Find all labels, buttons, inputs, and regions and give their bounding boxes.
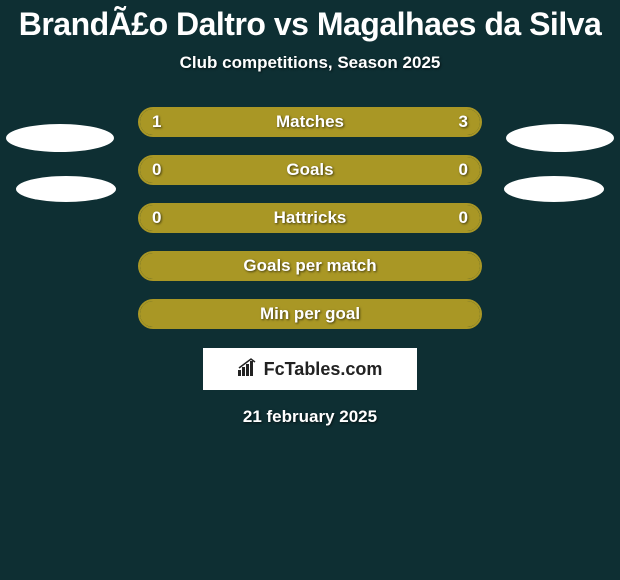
stat-pill: 1 3 Matches — [138, 107, 482, 137]
stat-row: Goals per match — [0, 251, 620, 281]
page-title: BrandÃ£o Daltro vs Magalhaes da Silva — [0, 0, 620, 43]
stat-row: 0 0 Goals — [0, 155, 620, 185]
logo-box: FcTables.com — [202, 347, 418, 391]
stat-label: Hattricks — [274, 208, 347, 228]
stat-pill: 0 0 Hattricks — [138, 203, 482, 233]
chart-icon — [238, 358, 260, 381]
stat-row: 0 0 Hattricks — [0, 203, 620, 233]
stat-row: 1 3 Matches — [0, 107, 620, 137]
stat-pill: 0 0 Goals — [138, 155, 482, 185]
stat-value-left: 1 — [152, 112, 161, 132]
stat-fill-right — [225, 109, 480, 135]
page-subtitle: Club competitions, Season 2025 — [0, 53, 620, 73]
stat-pill: Min per goal — [138, 299, 482, 329]
stat-label: Matches — [276, 112, 344, 132]
stat-label: Goals — [286, 160, 333, 180]
stat-value-right: 3 — [459, 112, 468, 132]
stat-value-right: 0 — [459, 208, 468, 228]
stat-label: Min per goal — [260, 304, 360, 324]
comparison-infographic: BrandÃ£o Daltro vs Magalhaes da Silva Cl… — [0, 0, 620, 580]
logo-label: FcTables.com — [264, 359, 383, 380]
stat-value-right: 0 — [459, 160, 468, 180]
stat-pill: Goals per match — [138, 251, 482, 281]
stat-value-left: 0 — [152, 208, 161, 228]
stat-value-left: 0 — [152, 160, 161, 180]
logo-text: FcTables.com — [238, 358, 383, 381]
stat-row: Min per goal — [0, 299, 620, 329]
stat-label: Goals per match — [243, 256, 376, 276]
date-label: 21 february 2025 — [0, 407, 620, 427]
